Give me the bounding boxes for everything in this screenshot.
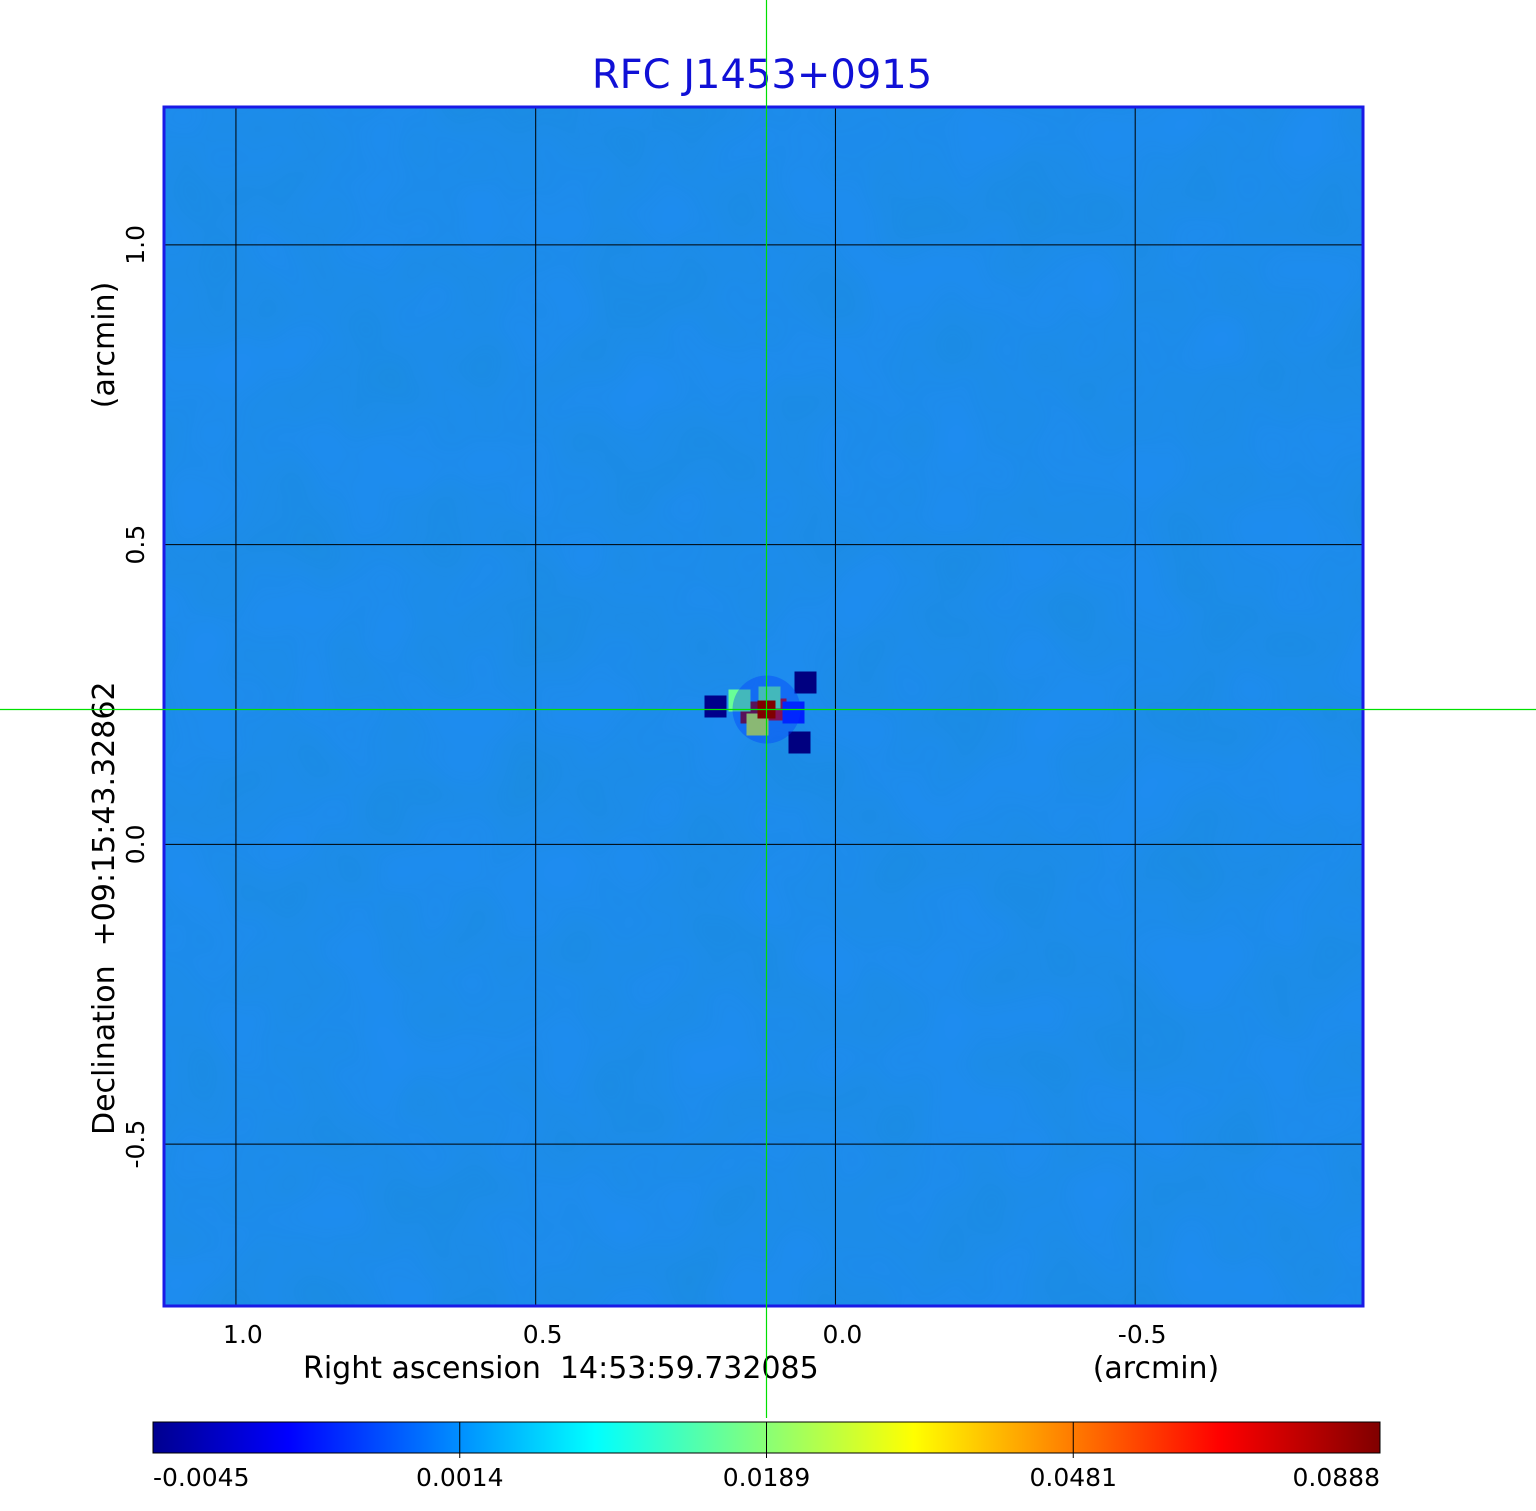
x-tick-label: 0.5 [523,1320,563,1349]
heatmap-pixel [788,731,811,754]
colorbar-tick-label: 0.0888 [1293,1463,1380,1492]
colorbar: -0.0045 0.0014 0.0189 0.0481 0.0888 [152,1421,1381,1492]
plot-frame [162,105,1365,1308]
chart-title: RFC J1453+0915 [592,52,932,98]
x-tick-labels: 1.0 0.5 0.0 -0.5 [223,1320,1167,1349]
y-tick-label: -0.5 [121,1120,150,1169]
colorbar-tick-label: 0.0189 [723,1463,810,1492]
heatmap-pixel [746,713,769,736]
heatmap-pixel [704,695,727,718]
x-tick-label: -0.5 [1118,1320,1167,1349]
crosshair [0,0,1536,1418]
y-tick-label: 1.0 [121,225,150,265]
plot-area [162,105,1365,1308]
y-axis-label: Declination +09:15:43.32862 [87,681,122,1135]
y-tick-label: 0.5 [121,525,150,565]
y-axis-unit: (arcmin) [87,282,122,409]
heatmap-pixel [728,689,751,712]
heatmap-pixel [794,671,817,694]
x-axis-unit: (arcmin) [1093,1351,1220,1386]
colorbar-tick-label: -0.0045 [153,1463,250,1492]
colorbar-tick-label: 0.0481 [1030,1463,1117,1492]
grid-lines [164,107,1363,1306]
x-tick-label: 1.0 [223,1320,263,1349]
x-tick-label: 0.0 [823,1320,863,1349]
x-axis-label: Right ascension 14:53:59.732085 [303,1351,819,1386]
colorbar-tick-label: 0.0014 [416,1463,503,1492]
heatmap-pixel [782,701,805,724]
colorbar-ticks: -0.0045 0.0014 0.0189 0.0481 0.0888 [153,1422,1380,1492]
y-tick-label: 0.0 [121,825,150,865]
y-tick-labels: 1.0 0.5 0.0 -0.5 [121,225,150,1169]
